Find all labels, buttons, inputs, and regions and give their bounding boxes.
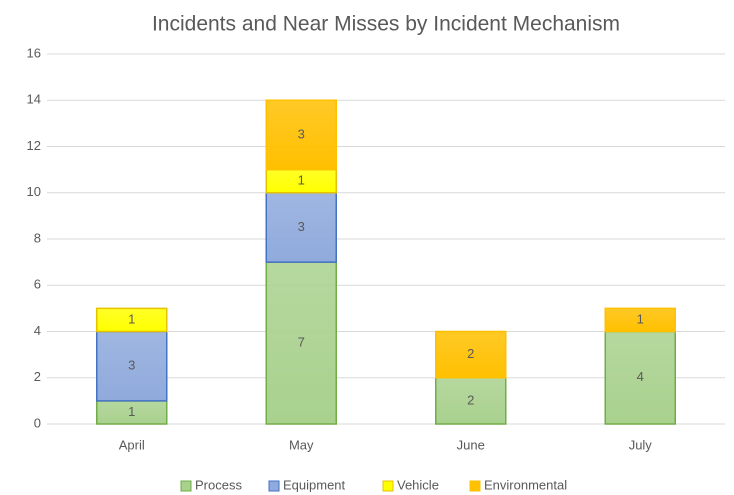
bar-segment <box>96 307 168 333</box>
y-tick-label: 0 <box>34 415 41 430</box>
y-tick-label: 6 <box>34 277 41 292</box>
data-label: 1 <box>637 311 644 326</box>
legend-swatch <box>268 480 280 492</box>
data-label: 3 <box>298 126 305 141</box>
data-label: 2 <box>467 346 474 361</box>
data-label: 3 <box>128 358 135 373</box>
bar-segment <box>265 99 337 171</box>
data-label: 1 <box>128 404 135 419</box>
y-tick-label: 12 <box>27 138 41 153</box>
legend-swatch <box>469 480 481 492</box>
data-label: 7 <box>298 335 305 350</box>
legend-label: Environmental <box>484 477 567 492</box>
legend-label: Vehicle <box>397 477 439 492</box>
data-label: 1 <box>298 173 305 188</box>
x-tick-label: April <box>119 437 145 452</box>
data-label: 2 <box>467 392 474 407</box>
bar-segment <box>435 330 507 379</box>
y-tick-label: 14 <box>27 92 41 107</box>
y-tick-label: 10 <box>27 184 41 199</box>
x-tick-label: July <box>629 437 653 452</box>
y-tick-label: 2 <box>34 369 41 384</box>
data-label: 4 <box>637 369 644 384</box>
legend-swatch <box>382 480 394 492</box>
bar-segment <box>435 377 507 425</box>
data-label: 3 <box>298 219 305 234</box>
data-label: 1 <box>128 311 135 326</box>
y-tick-label: 16 <box>27 45 41 60</box>
y-tick-label: 8 <box>34 230 41 245</box>
x-tick-label: May <box>289 437 314 452</box>
chart-title: Incidents and Near Misses by Incident Me… <box>152 13 620 36</box>
bar-segment <box>604 307 676 333</box>
legend-label: Equipment <box>283 477 346 492</box>
x-tick-label: June <box>457 437 485 452</box>
legend-label: Process <box>195 477 242 492</box>
legend-swatch <box>180 480 192 492</box>
bar-segment <box>96 330 168 402</box>
y-tick-label: 4 <box>34 323 41 338</box>
bar-segment <box>604 330 676 425</box>
